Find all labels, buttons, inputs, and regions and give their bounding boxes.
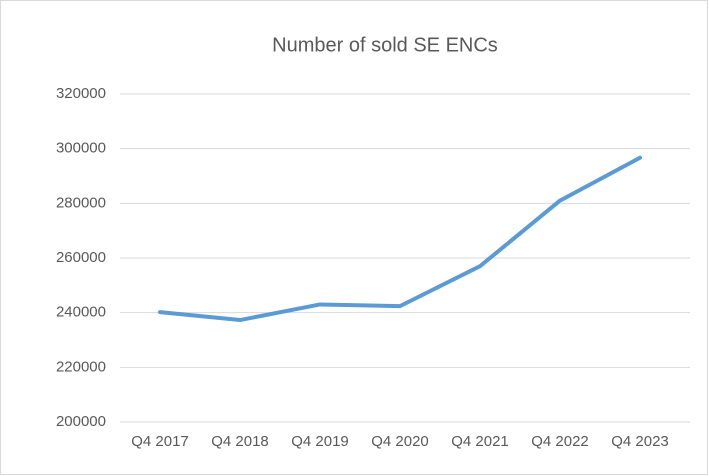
y-tick-label: 200000 [56, 413, 106, 430]
x-tick-label: Q4 2018 [211, 433, 269, 450]
x-tick-label: Q4 2017 [131, 433, 189, 450]
x-tick-label: Q4 2022 [531, 433, 589, 450]
y-tick-label: 220000 [56, 358, 106, 375]
y-tick-label: 280000 [56, 194, 106, 211]
x-tick-label: Q4 2020 [371, 433, 429, 450]
y-tick-label: 240000 [56, 304, 106, 321]
x-tick-label: Q4 2021 [451, 433, 509, 450]
x-tick-label: Q4 2023 [611, 433, 669, 450]
y-tick-label: 300000 [56, 140, 106, 157]
x-tick-label: Q4 2019 [291, 433, 349, 450]
y-tick-label: 320000 [56, 85, 106, 102]
y-tick-label: 260000 [56, 249, 106, 266]
chart-title: Number of sold SE ENCs [272, 34, 498, 56]
line-series [158, 155, 642, 323]
